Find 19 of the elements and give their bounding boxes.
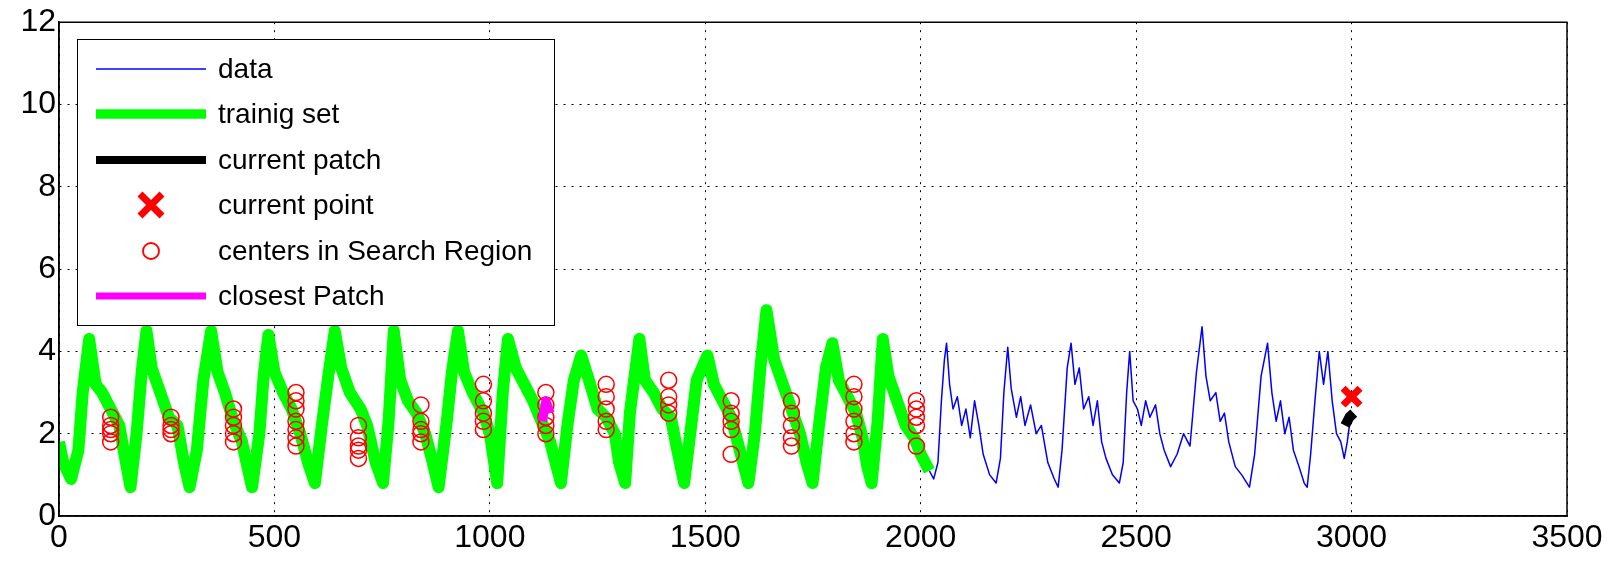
- legend-label: centers in Search Region: [218, 234, 533, 267]
- y-tick-label: 4: [38, 331, 56, 368]
- x-tick-label: 500: [247, 518, 302, 555]
- x-tick-label: 1000: [454, 518, 526, 555]
- x-tick-label: 1500: [669, 518, 741, 555]
- y-tick-label: 2: [38, 413, 56, 450]
- legend-label: current patch: [218, 143, 382, 176]
- legend-label: closest Patch: [218, 280, 385, 313]
- y-tick-label: 12: [20, 2, 56, 39]
- x-tick-label: 2500: [1100, 518, 1172, 555]
- y-tick-label: 6: [38, 248, 56, 285]
- legend-label: trainig set: [218, 98, 340, 131]
- x-tick-label: 3000: [1315, 518, 1388, 555]
- y-tick-label: 8: [38, 166, 56, 203]
- x-tick-label: 3500: [1531, 518, 1603, 555]
- legend-label: data: [218, 52, 273, 85]
- y-tick-label: 10: [20, 84, 56, 121]
- legend-label: current point: [218, 189, 374, 222]
- x-tick-label: 2000: [885, 518, 957, 555]
